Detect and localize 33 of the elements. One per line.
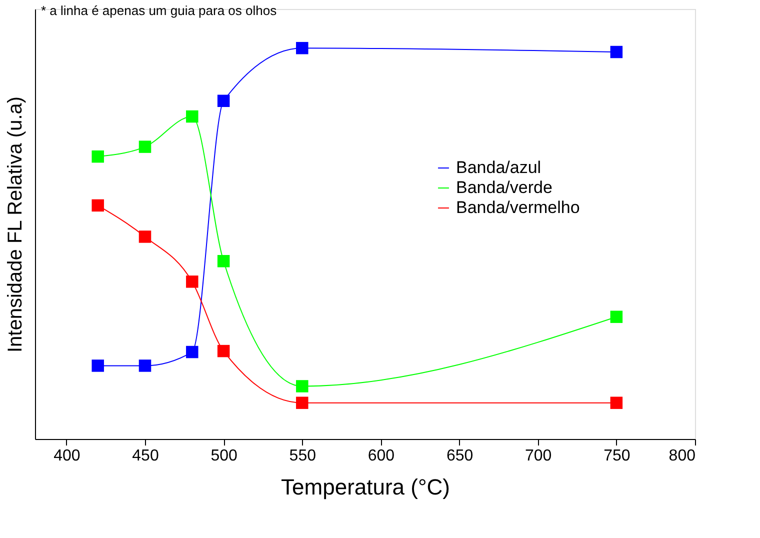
x-axis-title: Temperatura (°C) <box>281 474 450 500</box>
point <box>217 344 230 358</box>
text: * a linha é apenas um guia para os olhos <box>41 3 278 18</box>
point <box>186 346 198 358</box>
y-axis-title: Intensidade FL Relativa (u.a) <box>4 96 26 353</box>
point <box>610 46 623 58</box>
point <box>217 255 230 268</box>
x-tick-label: 450 <box>132 448 159 464</box>
x-tick-label: 500 <box>210 448 238 464</box>
point <box>186 110 198 123</box>
point <box>138 230 152 243</box>
point <box>296 380 308 392</box>
legend-label: Banda/verde <box>456 178 552 197</box>
point <box>610 396 623 409</box>
x-tick-label: 800 <box>668 448 696 464</box>
x-tick-label: 650 <box>446 448 474 464</box>
point <box>610 310 623 323</box>
point <box>92 150 104 163</box>
point <box>217 94 230 107</box>
legend-label: Banda/vermelho <box>456 198 580 217</box>
x-tick-label: 550 <box>289 448 316 464</box>
x-tick-label: 750 <box>604 448 630 464</box>
point <box>138 140 152 153</box>
x-tick-label: 700 <box>525 448 552 464</box>
point <box>186 276 198 288</box>
point <box>92 360 104 372</box>
point <box>92 199 104 212</box>
x-tick-label: 600 <box>368 448 395 464</box>
legend-label: Banda/azul <box>456 158 542 177</box>
point <box>296 42 308 54</box>
x-tick-label: 400 <box>54 448 80 464</box>
point <box>138 360 152 372</box>
point <box>296 396 308 409</box>
